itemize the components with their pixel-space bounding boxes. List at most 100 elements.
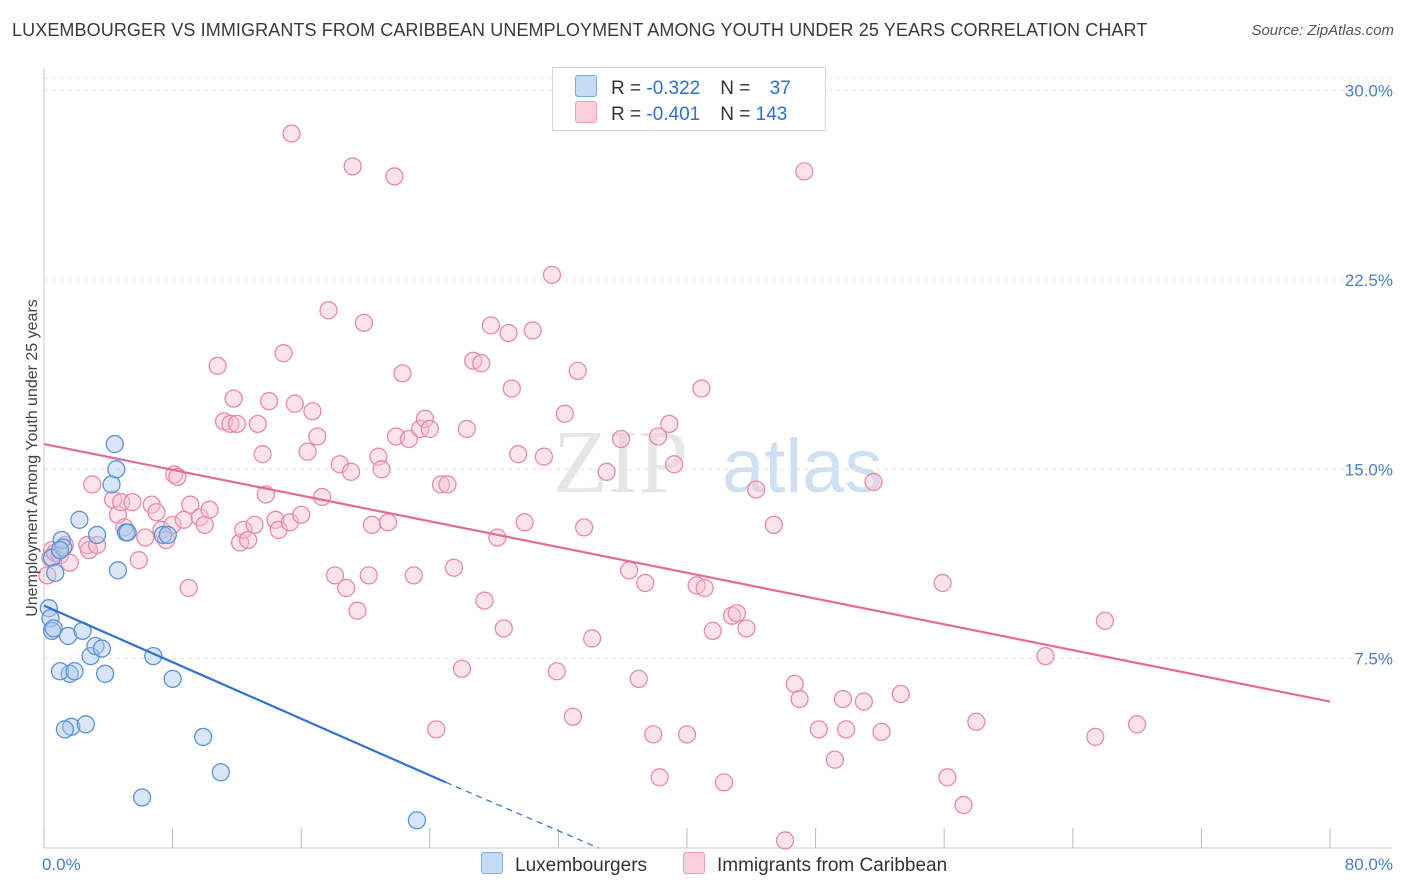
bottom-legend-label-caribbean: Immigrants from Caribbean	[717, 855, 948, 876]
series-caribbean-points	[38, 124, 1147, 850]
point-luxembourgers-7	[54, 538, 73, 557]
point-caribbean-65	[378, 513, 398, 532]
point-caribbean-17	[136, 528, 155, 547]
point-caribbean-126	[836, 720, 856, 739]
point-caribbean-95	[568, 361, 587, 381]
point-caribbean-40	[248, 414, 267, 434]
bottom-legend-label-luxembourgers: Luxembourgers	[515, 855, 648, 876]
point-caribbean-55	[325, 566, 345, 585]
point-luxembourgers-28	[118, 523, 137, 542]
point-caribbean-141	[385, 167, 404, 186]
point-luxembourgers-35	[211, 763, 230, 782]
point-caribbean-117	[746, 480, 766, 499]
point-caribbean-123	[809, 720, 828, 739]
point-caribbean-127	[854, 692, 873, 711]
point-caribbean-10	[87, 535, 107, 555]
point-caribbean-114	[722, 606, 742, 625]
point-caribbean-111	[695, 578, 714, 598]
point-caribbean-87	[509, 445, 528, 464]
point-caribbean-44	[266, 510, 285, 529]
point-caribbean-91	[542, 265, 562, 285]
chart-source: Source: ZipAtlas.com	[1251, 22, 1394, 39]
trend-line-luxembourgers	[43, 604, 447, 784]
point-caribbean-31	[208, 356, 227, 375]
point-caribbean-132	[938, 768, 957, 787]
point-caribbean-135	[1036, 646, 1055, 666]
tick-labels: 7.5% 15.0% 22.5% 30.0% 0.0% 80.0%	[42, 82, 1393, 874]
point-caribbean-116	[737, 619, 756, 638]
point-luxembourgers-26	[108, 561, 128, 580]
point-caribbean-119	[775, 831, 795, 850]
point-caribbean-76	[444, 558, 464, 577]
legend-r-label: R =	[611, 104, 647, 125]
point-caribbean-25	[174, 510, 194, 529]
point-caribbean-86	[502, 379, 521, 398]
point-luxembourgers-36	[407, 811, 427, 830]
point-caribbean-78	[457, 419, 476, 439]
point-caribbean-104	[644, 725, 663, 744]
point-luxembourgers-21	[95, 664, 115, 683]
point-caribbean-124	[825, 750, 845, 769]
point-caribbean-16	[129, 551, 148, 570]
point-luxembourgers-20	[92, 639, 112, 658]
point-luxembourgers-15	[76, 715, 95, 734]
bottom-legend-swatch-blue	[481, 852, 503, 874]
point-caribbean-19	[147, 503, 166, 522]
point-caribbean-105	[650, 768, 669, 787]
point-luxembourgers-5	[46, 563, 65, 582]
trend-lines	[43, 442, 1331, 849]
point-caribbean-139	[282, 124, 301, 143]
point-luxembourgers-32	[158, 525, 177, 545]
point-caribbean-60	[354, 313, 374, 333]
legend-n-value: 37	[769, 78, 791, 99]
point-caribbean-59	[348, 601, 367, 620]
point-caribbean-107	[664, 455, 684, 474]
point-caribbean-99	[611, 429, 631, 449]
point-caribbean-9	[83, 475, 102, 494]
point-caribbean-43	[259, 391, 279, 411]
point-luxembourgers-29	[132, 788, 152, 807]
legend-r-value: -0.322	[646, 78, 701, 99]
point-caribbean-94	[563, 707, 583, 726]
point-caribbean-106	[660, 414, 679, 434]
point-caribbean-58	[341, 462, 361, 481]
point-caribbean-98	[597, 462, 616, 481]
point-caribbean-102	[636, 573, 655, 593]
point-caribbean-88	[515, 513, 534, 532]
point-caribbean-122	[795, 162, 814, 181]
point-caribbean-35	[227, 414, 247, 434]
legend-r-label: R =	[611, 78, 647, 99]
point-caribbean-49	[292, 505, 311, 524]
point-caribbean-41	[253, 445, 272, 464]
point-caribbean-101	[629, 669, 648, 689]
point-caribbean-113	[714, 773, 734, 792]
point-caribbean-64	[372, 460, 391, 479]
point-caribbean-52	[308, 427, 327, 446]
point-caribbean-72	[420, 419, 439, 439]
point-caribbean-118	[764, 515, 783, 535]
point-caribbean-30	[200, 500, 219, 519]
point-luxembourgers-33	[163, 669, 182, 689]
point-caribbean-110	[692, 379, 711, 398]
point-caribbean-80	[472, 354, 491, 373]
point-caribbean-138	[1127, 715, 1147, 734]
point-caribbean-26	[179, 578, 198, 598]
legend-n-label: N =	[720, 104, 756, 125]
point-caribbean-39	[245, 515, 264, 535]
point-caribbean-48	[285, 394, 304, 413]
point-caribbean-96	[574, 518, 594, 537]
point-caribbean-134	[967, 712, 986, 731]
point-luxembourgers-23	[102, 475, 121, 494]
point-caribbean-62	[362, 515, 382, 535]
point-luxembourgers-10	[50, 662, 70, 681]
point-caribbean-125	[833, 689, 853, 709]
point-caribbean-82	[481, 316, 501, 335]
point-caribbean-77	[452, 659, 472, 678]
gridlines	[44, 77, 1392, 660]
point-luxembourgers-31	[153, 525, 173, 545]
bottom-legend-luxembourgers: Luxembourgers	[481, 852, 647, 877]
point-caribbean-128	[864, 472, 883, 492]
point-luxembourgers-8	[50, 540, 70, 560]
point-caribbean-37	[234, 520, 253, 540]
axes	[43, 68, 1392, 849]
